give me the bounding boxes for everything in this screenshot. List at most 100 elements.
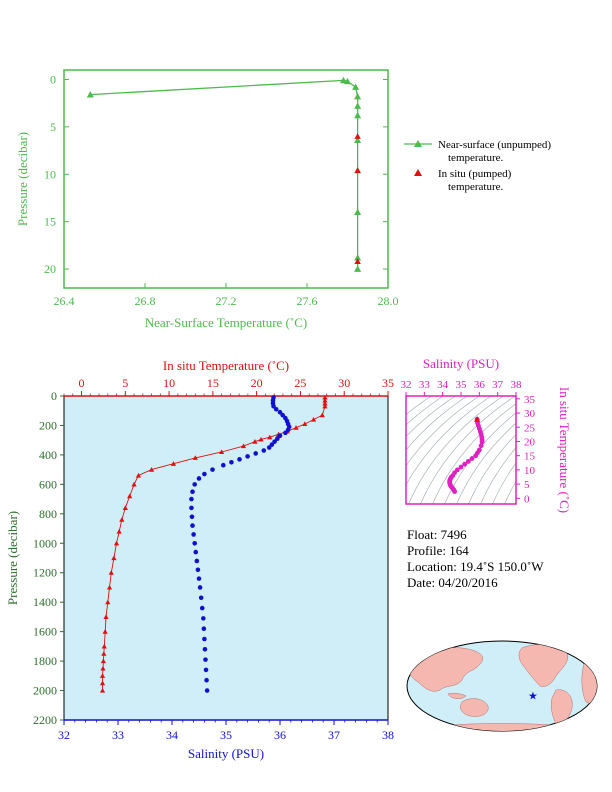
salinity-point [203, 657, 208, 662]
ts-temperature-tick-label: 20 [524, 436, 536, 448]
pressure-tick-label: 1600 [33, 625, 57, 639]
salinity-point [269, 442, 275, 447]
pressure-tick-label: 1200 [33, 566, 57, 580]
density-contour [408, 396, 504, 504]
temperature-point [322, 403, 328, 409]
ts-point [462, 461, 468, 467]
location: Location: 19.4˚S 150.0˚W [407, 559, 544, 574]
salinity-point [201, 626, 207, 631]
salinity-tick-label: 34 [166, 728, 178, 742]
temperature-tick-label: 10 [163, 376, 175, 390]
density-contour [504, 480, 516, 504]
pressure-tick-label: 600 [39, 477, 57, 491]
legend-label-in-situ-2: temperature. [448, 181, 504, 193]
temperature-point [122, 505, 128, 511]
ts-temperature-tick-label: 15 [524, 451, 536, 463]
salinity-tick-label: 33 [112, 728, 124, 742]
pressure-tick-label: 2000 [33, 684, 57, 698]
ts-temperature-tick-label: 5 [524, 479, 530, 491]
near-surface-point [354, 102, 362, 109]
pressure-tick-label: 400 [39, 448, 57, 462]
pressure-tick-label: 200 [39, 418, 57, 432]
salinity-point [237, 457, 242, 462]
legend-label-near-surface: Near-surface (unpumped) [438, 139, 551, 151]
temperature-tick-label: 0 [79, 376, 85, 390]
top-y-tick-label: 0 [50, 72, 56, 86]
density-contour [432, 403, 516, 504]
salinity-point [266, 445, 272, 450]
ts-point [452, 489, 457, 494]
temperature-point [99, 673, 106, 678]
salinity-point [192, 540, 197, 546]
legend-label-in-situ: In situ (pumped) [438, 168, 512, 180]
top-y-tick-label: 15 [44, 215, 56, 229]
ts-point [479, 439, 485, 445]
salinity-point [199, 605, 205, 611]
salinity-point [198, 595, 204, 601]
ts-salinity-tick-label: 32 [401, 379, 412, 391]
temperature-point [293, 425, 299, 430]
temperature-tick-label: 15 [207, 376, 219, 390]
salinity-point [192, 482, 197, 487]
top-plot-frame [63, 69, 389, 289]
top-y-axis-label: Pressure (decibar) [15, 132, 30, 226]
density-contour [538, 388, 612, 510]
ts-temperature-axis-label: In situ Temperature (˚C) [557, 387, 572, 513]
density-contour [456, 422, 516, 504]
salinity-point [271, 404, 276, 409]
land-greenland [569, 641, 583, 653]
pressure-tick-label: 1400 [33, 595, 57, 609]
ts-salinity-tick-label: 34 [437, 379, 449, 391]
in-situ-point [354, 167, 361, 174]
temperature-point [108, 570, 114, 575]
temperature-point [131, 481, 137, 487]
in-situ-point [354, 133, 361, 139]
temperature-point [219, 449, 225, 455]
temperature-point [105, 599, 111, 605]
temperature-point [113, 540, 120, 546]
temperature-point [319, 412, 325, 418]
top-x-tick-label: 26.8 [135, 294, 156, 308]
salinity-point [196, 576, 202, 581]
temperature-point [99, 680, 106, 686]
ts-point [469, 456, 475, 461]
temperature-point [111, 555, 117, 561]
salinity-point [202, 636, 207, 642]
salinity-tick-label: 38 [382, 728, 394, 742]
temperature-point [100, 658, 107, 664]
salinity-point [191, 532, 196, 537]
top-x-tick-label: 28.0 [378, 294, 399, 308]
salinity-point [190, 489, 195, 495]
salinity-point [189, 514, 195, 520]
pressure-tick-label: 0 [51, 389, 57, 403]
top-y-tick-label: 20 [44, 262, 56, 276]
near-surface-point [339, 76, 347, 84]
land-indonesia [447, 692, 467, 699]
ts-salinity-tick-label: 35 [456, 379, 468, 391]
temperature-point [148, 467, 155, 472]
float-number: Float: 7496 [407, 527, 467, 542]
top-y-tick-label: 10 [44, 167, 56, 181]
temperature-tick-label: 5 [122, 376, 128, 390]
land-asia [409, 647, 484, 692]
top-x-tick-label: 26.4 [54, 294, 75, 308]
density-contour [468, 434, 516, 504]
ts-temperature-tick-label: 35 [524, 394, 536, 406]
pressure-tick-label: 1000 [33, 536, 57, 550]
float-info: Float: 7496 Profile: 164 Location: 19.4˚… [407, 527, 544, 590]
salinity-tick-label: 32 [58, 728, 70, 742]
salinity-point [275, 436, 280, 442]
top-y-tick-label: 5 [50, 120, 56, 134]
temperature-point [322, 394, 328, 400]
pressure-tick-label: 2200 [33, 713, 57, 727]
top-x-tick-label: 27.6 [297, 294, 318, 308]
ts-diagram: 32 33 34 35 36 37 38 0 5 10 15 20 25 30 35 Salinity (… [401, 356, 612, 513]
bottom-salinity-axis-label: Salinity (PSU) [188, 746, 264, 761]
salinity-point [202, 471, 207, 477]
temperature-point [106, 584, 113, 590]
salinity-tick-label: 37 [328, 728, 340, 742]
temperature-point [99, 687, 106, 693]
temperature-point [322, 400, 328, 406]
top-x-axis-label: Near-Surface Temperature (˚C) [145, 315, 307, 330]
